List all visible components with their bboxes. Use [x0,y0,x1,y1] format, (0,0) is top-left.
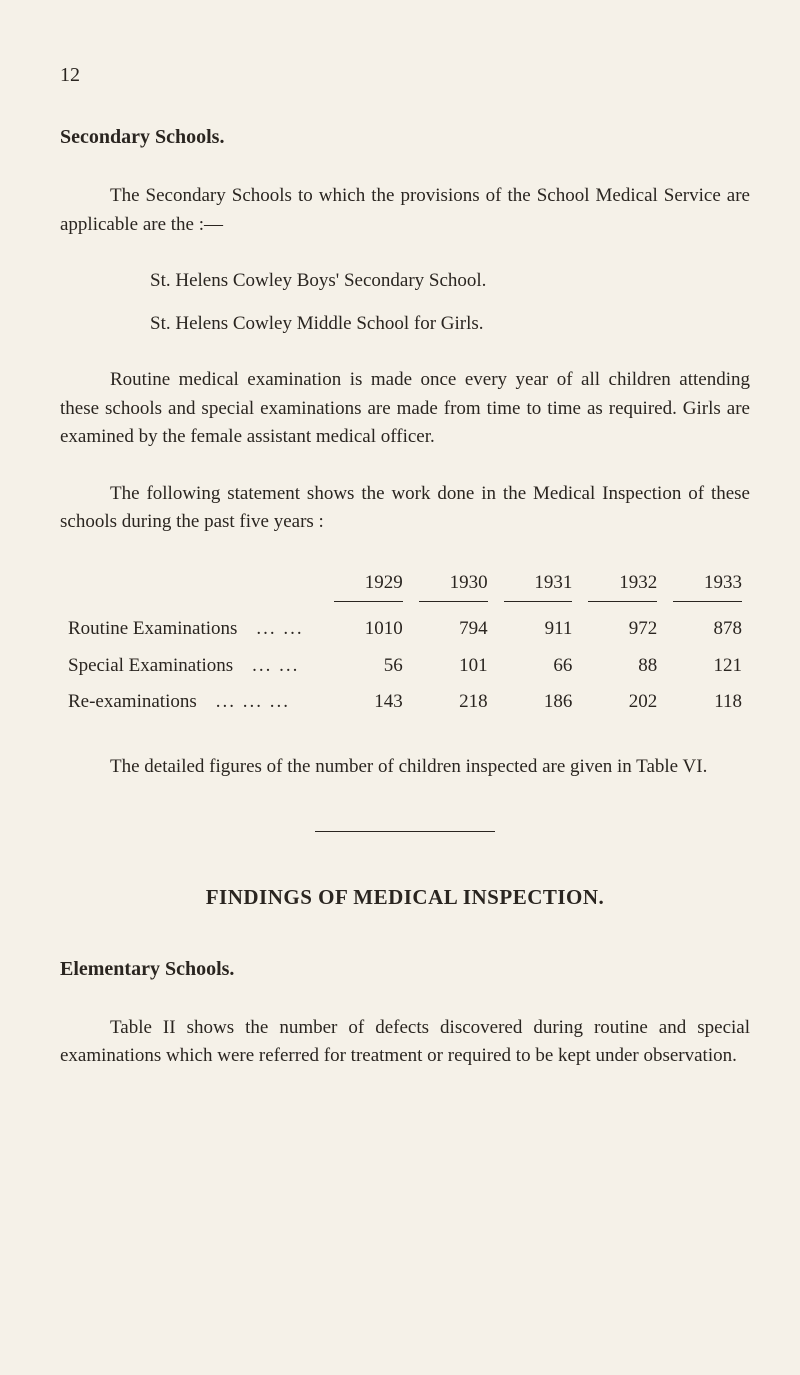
school-list-item: St. Helens Cowley Boys' Secondary School… [150,267,750,296]
table-cell: 101 [411,648,496,685]
table-header-cell [60,565,326,602]
section-heading-elementary-schools: Elementary Schools. [60,954,750,984]
table-header-cell: 1932 [580,565,665,602]
document-page: 12 Secondary Schools. The Secondary Scho… [0,0,800,1149]
table-header-row: 1929 1930 1931 1932 1933 [60,565,750,602]
table-cell: 121 [665,648,750,685]
table-header-underline [60,601,750,611]
table-header-cell: 1931 [496,565,581,602]
statement-paragraph: The following statement shows the work d… [60,480,750,537]
table-cell: 56 [326,648,411,685]
table-cell: 794 [411,611,496,648]
table-cell: 186 [496,684,581,721]
school-list-item: St. Helens Cowley Middle School for Girl… [150,310,750,339]
row-label-text: Special Examinations [68,655,233,676]
table-header-cell: 1930 [411,565,496,602]
table-cell: 88 [580,648,665,685]
table-row: Special Examinations ... ... 56 101 66 8… [60,648,750,685]
table-cell: 143 [326,684,411,721]
table-cell: 878 [665,611,750,648]
row-dots: ... ... [256,618,303,639]
table-cell: 66 [496,648,581,685]
table-row-label: Routine Examinations ... ... [60,611,326,648]
table-cell: 972 [580,611,665,648]
table2-paragraph: Table II shows the number of defects dis… [60,1014,750,1071]
examinations-table: 1929 1930 1931 1932 1933 Routine Examina… [60,565,750,721]
routine-paragraph: Routine medical examination is made once… [60,366,750,452]
intro-paragraph: The Secondary Schools to which the provi… [60,182,750,239]
table-cell: 911 [496,611,581,648]
table-cell: 202 [580,684,665,721]
row-label-text: Routine Examinations [68,618,237,639]
table-row-label: Re-examinations ... ... ... [60,684,326,721]
section-divider [315,831,495,832]
table-header-cell: 1933 [665,565,750,602]
row-dots: ... ... [252,655,299,676]
table-cell: 218 [411,684,496,721]
row-dots: ... ... ... [216,691,290,712]
table-row: Routine Examinations ... ... 1010 794 91… [60,611,750,648]
table-row-label: Special Examinations ... ... [60,648,326,685]
findings-heading: FINDINGS OF MEDICAL INSPECTION. [60,882,750,914]
section-heading-secondary-schools: Secondary Schools. [60,122,750,152]
row-label-text: Re-examinations [68,691,197,712]
school-list: St. Helens Cowley Boys' Secondary School… [150,267,750,338]
page-number: 12 [60,60,750,90]
table-row: Re-examinations ... ... ... 143 218 186 … [60,684,750,721]
table-cell: 118 [665,684,750,721]
table-header-cell: 1929 [326,565,411,602]
detail-paragraph: The detailed figures of the number of ch… [60,753,750,782]
table-cell: 1010 [326,611,411,648]
